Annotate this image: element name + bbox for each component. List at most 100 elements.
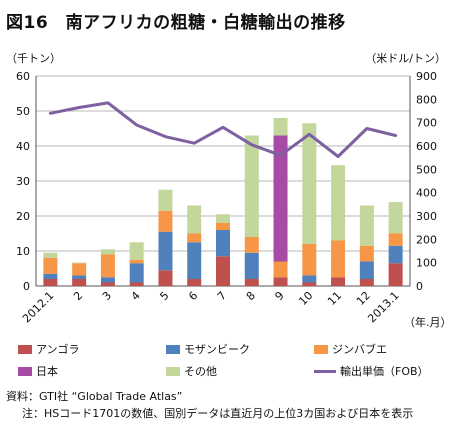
legend-swatch-price [314, 369, 336, 373]
bar-segment-mozambique [100, 277, 115, 283]
source-text: 資料：GTI社 “Global Trade Atlas” [6, 390, 183, 403]
legend-other: その他 [166, 363, 217, 379]
x-tick-label: 3 [100, 289, 114, 303]
right-tick-label: 900 [416, 70, 437, 83]
bar-segment-angola [388, 263, 403, 286]
bar-segment-angola [302, 282, 317, 286]
bar-segment-zimbabwe [72, 263, 87, 276]
bar-segment-mozambique [244, 252, 259, 279]
bar-segment-zimbabwe [129, 259, 144, 264]
bar-segment-mozambique [158, 231, 173, 271]
bar-segment-other [100, 249, 115, 255]
left-tick-label: 30 [16, 175, 30, 188]
x-tick-label: 8 [244, 289, 258, 303]
bar-segment-zimbabwe [388, 233, 403, 246]
bar-segment-other [216, 214, 230, 223]
legend-zimbabwe: ジンバブエ [314, 341, 387, 357]
bar-segment-angola [129, 282, 144, 286]
x-tick-label: 2012.1 [20, 289, 56, 325]
right-tick-label: 0 [416, 280, 423, 293]
bar-segment-angola [158, 270, 173, 286]
bar-segment-angola [359, 279, 374, 286]
bar-segment-mozambique [43, 273, 58, 279]
bar-segment-zimbabwe [43, 258, 58, 274]
right-tick-label: 500 [416, 163, 437, 176]
price-line [48, 101, 398, 158]
legend-label-angola: アンゴラ [36, 343, 80, 356]
x-tick-label: 10 [296, 289, 315, 308]
bar-segment-zimbabwe [187, 233, 202, 243]
bar-segment-angola [100, 282, 115, 286]
bar-segment-mozambique [72, 275, 87, 279]
left-tick-label: 20 [16, 210, 30, 223]
legend-label-other: その他 [184, 365, 217, 378]
right-tick-label: 400 [416, 187, 437, 200]
bar-segment-angola [43, 279, 58, 286]
x-tick-label: 2013.1 [365, 289, 401, 325]
left-axis-unit: （千トン） [6, 52, 61, 65]
x-tick-label: 2 [71, 289, 85, 303]
bar-segment-zimbabwe [100, 254, 115, 278]
legend-swatch-mozambique [166, 344, 180, 354]
right-tick-label: 100 [416, 257, 437, 270]
x-tick-label: 11 [325, 289, 344, 308]
bar-segment-mozambique [129, 263, 144, 283]
bar-segment-angola [244, 279, 259, 286]
bar-segment-angola [187, 279, 202, 286]
bar-segment-other [388, 202, 403, 234]
right-tick-label: 800 [416, 93, 437, 106]
legend-swatch-angola [18, 344, 32, 354]
bar-segment-mozambique [302, 275, 317, 283]
bar-segment-zimbabwe [244, 237, 259, 253]
bar-segment-other [244, 135, 259, 237]
bar-segment-other [273, 118, 288, 136]
bar-segment-angola [273, 277, 288, 286]
left-tick-label: 0 [23, 280, 30, 293]
legend-label-zimbabwe: ジンバブエ [332, 343, 387, 356]
legend-label-price: 輸出単価（FOB） [340, 365, 429, 378]
note-text: 注：HSコード1701の数値、国別データは直近月の上位3カ国および日本を表示 [22, 407, 414, 420]
right-tick-label: 700 [416, 117, 437, 130]
bar-segment-angola [72, 279, 87, 286]
legend-label-japan: 日本 [36, 365, 58, 378]
bar-segment-zimbabwe [302, 244, 317, 276]
chart-title: 図16 南アフリカの粗糖・白糖輸出の推移 [6, 13, 346, 33]
bar-segment-other [331, 165, 346, 241]
bar-segment-zimbabwe [273, 261, 288, 278]
bar-segment-japan [273, 135, 288, 262]
right-tick-label: 600 [416, 140, 437, 153]
x-tick-label: 5 [157, 289, 171, 303]
bar-segment-other [129, 242, 144, 260]
bar-segment-other [43, 252, 58, 258]
bar-segment-other [72, 262, 87, 264]
bar-segment-angola [216, 256, 230, 286]
legend-swatch-zimbabwe [314, 344, 328, 354]
legend-angola: アンゴラ [18, 341, 80, 357]
legend-mozambique: モザンビーク [166, 341, 250, 357]
x-tick-label: 7 [215, 289, 229, 303]
left-tick-label: 50 [16, 105, 30, 118]
bar-segment-other [187, 205, 202, 234]
bar-segment-zimbabwe [331, 240, 346, 278]
legend-swatch-other [166, 366, 180, 376]
x-tick-label: 6 [186, 289, 200, 303]
legend-swatch-japan [18, 366, 32, 376]
bar-segment-angola [331, 277, 346, 286]
legend-price: 輸出単価（FOB） [314, 363, 429, 379]
x-tick-label: 4 [129, 289, 143, 303]
right-tick-label: 200 [416, 233, 437, 246]
bar-segment-mozambique [187, 242, 202, 279]
x-tick-label: 9 [273, 289, 287, 303]
bar-segment-other [158, 189, 173, 211]
bar-segment-zimbabwe [158, 210, 173, 232]
bar-segment-other [359, 205, 374, 246]
legend-label-mozambique: モザンビーク [184, 343, 250, 356]
right-tick-label: 300 [416, 210, 437, 223]
left-tick-label: 40 [16, 140, 30, 153]
bar-segment-zimbabwe [359, 245, 374, 262]
x-axis-unit: （年.月） [404, 316, 452, 329]
right-axis-unit: （米ドル/トン） [365, 52, 446, 65]
left-tick-label: 10 [16, 245, 30, 258]
bar-segment-other [302, 123, 317, 244]
